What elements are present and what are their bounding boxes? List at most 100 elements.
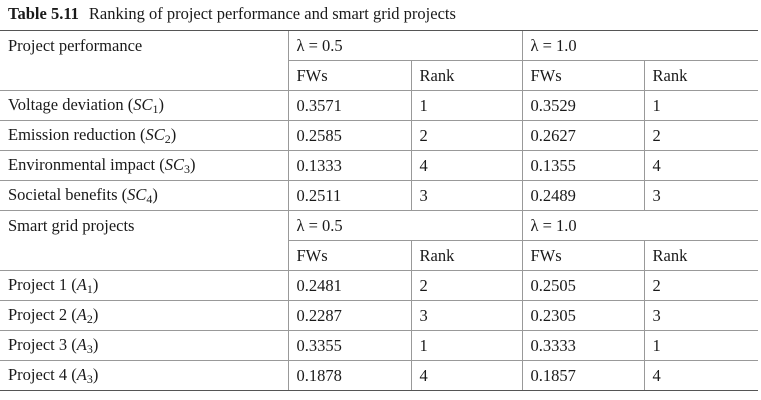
rank-value: 3 <box>643 300 758 331</box>
rank-value: 3 <box>410 180 522 211</box>
row-label-close: ) <box>170 124 177 144</box>
row-label-symbol: A <box>76 364 87 384</box>
rank-value: 4 <box>410 360 522 391</box>
rank-value: 2 <box>643 120 758 151</box>
row-label-symbol: SC <box>127 184 147 204</box>
table-row: Project 2 (A2) 0.2287 3 0.2305 3 <box>0 300 758 331</box>
section2-header: Smart grid projects <box>0 210 288 271</box>
row-label: Project 4 (A3) <box>0 360 288 391</box>
table-row: Emission reduction (SC2) 0.2585 2 0.2627 2 <box>0 120 758 151</box>
row-label-subscript: 2 <box>86 311 93 326</box>
section2-col-fws-1: FWs <box>287 240 411 271</box>
row-label: Project 3 (A3) <box>0 330 288 361</box>
rank-value: 3 <box>410 300 522 331</box>
fws-value: 0.2505 <box>521 270 644 301</box>
section1-header-row: Project performance λ = 0.5 λ = 1.0 <box>0 30 758 91</box>
fws-value: 0.1333 <box>287 150 411 181</box>
row-label-close: ) <box>92 304 99 324</box>
row-label-close: ) <box>92 274 99 294</box>
table-row: Environmental impact (SC3) 0.1333 4 0.1355 4 <box>0 150 758 181</box>
row-label-symbol: SC <box>164 154 184 174</box>
row-label-text: Project 3 ( <box>8 334 77 354</box>
row-label-symbol: SC <box>133 94 153 114</box>
fws-value: 0.2511 <box>287 180 411 211</box>
row-label-text: Emission reduction ( <box>8 124 146 144</box>
fws-value: 0.1878 <box>287 360 411 391</box>
fws-value: 0.2585 <box>287 120 411 151</box>
fws-value: 0.3529 <box>521 90 644 121</box>
rank-value: 2 <box>410 120 522 151</box>
fws-value: 0.2627 <box>521 120 644 151</box>
row-label-symbol: A <box>76 304 87 324</box>
table-caption: Table 5.11 Ranking of project performance… <box>8 4 456 24</box>
fws-value: 0.2287 <box>287 300 411 331</box>
rank-value: 2 <box>643 270 758 301</box>
row-label: Environmental impact (SC3) <box>0 150 288 181</box>
rank-value: 3 <box>643 180 758 211</box>
section1-lambda1: λ = 0.5 <box>287 30 522 61</box>
section2-lambda1: λ = 0.5 <box>287 210 522 241</box>
rank-value: 1 <box>410 90 522 121</box>
ranking-table: Project performance λ = 0.5 λ = 1.0 FWs … <box>0 30 758 391</box>
section1-subheader-row: FWs Rank FWs Rank <box>0 60 758 91</box>
row-label-text: Voltage deviation ( <box>8 94 134 114</box>
row-label-symbol: SC <box>145 124 165 144</box>
section2-header-row: Smart grid projects λ = 0.5 λ = 1.0 <box>0 210 758 271</box>
rank-value: 1 <box>643 330 758 361</box>
table-row: Societal benefits (SC4) 0.2511 3 0.2489 3 <box>0 180 758 211</box>
row-label-subscript: 4 <box>146 191 153 206</box>
row-label-subscript: 3 <box>183 161 190 176</box>
section1-header: Project performance <box>0 30 288 91</box>
section2-col-rank-2: Rank <box>643 240 758 271</box>
section2-col-rank-1: Rank <box>410 240 522 271</box>
section2-lambda2: λ = 1.0 <box>521 210 758 241</box>
rank-value: 4 <box>643 360 758 391</box>
caption-text: Ranking of project performance and smart… <box>88 4 456 23</box>
fws-value: 0.2305 <box>521 300 644 331</box>
row-label: Project 1 (A1) <box>0 270 288 301</box>
row-label-symbol: A <box>76 274 87 294</box>
fws-value: 0.1355 <box>521 150 644 181</box>
section1-lambda2: λ = 1.0 <box>521 30 758 61</box>
rank-value: 1 <box>643 90 758 121</box>
caption-label: Table 5.11 <box>8 4 79 23</box>
table-row: Voltage deviation (SC1) 0.3571 1 0.3529 1 <box>0 90 758 121</box>
fws-value: 0.2481 <box>287 270 411 301</box>
row-label-close: ) <box>92 334 99 354</box>
row-label-subscript: 1 <box>86 281 93 296</box>
fws-value: 0.1857 <box>521 360 644 391</box>
row-label: Voltage deviation (SC1) <box>0 90 288 121</box>
rank-value: 1 <box>410 330 522 361</box>
fws-value: 0.3571 <box>287 90 411 121</box>
row-label: Project 2 (A2) <box>0 300 288 331</box>
row-label-subscript: 3 <box>86 341 93 356</box>
row-label-subscript: 3 <box>86 371 93 386</box>
row-label: Emission reduction (SC2) <box>0 120 288 151</box>
fws-value: 0.3333 <box>521 330 644 361</box>
row-label-symbol: A <box>76 334 87 354</box>
section1-col-rank-1: Rank <box>410 60 522 91</box>
fws-value: 0.3355 <box>287 330 411 361</box>
section1-col-fws-2: FWs <box>521 60 644 91</box>
row-label-text: Project 1 ( <box>8 274 77 294</box>
row-label-close: ) <box>152 184 158 204</box>
rank-value: 4 <box>643 150 758 181</box>
row-label-subscript: 2 <box>164 131 171 146</box>
fws-value: 0.2489 <box>521 180 644 211</box>
row-label-text: Project 2 ( <box>8 304 77 324</box>
table-row: Project 4 (A3) 0.1878 4 0.1857 4 <box>0 360 758 391</box>
row-label-text: Societal benefits ( <box>8 184 128 204</box>
section1-col-fws-1: FWs <box>287 60 411 91</box>
row-label-close: ) <box>158 94 165 114</box>
section2-subheader-row: FWs Rank FWs Rank <box>0 240 758 271</box>
table-row: Project 3 (A3) 0.3355 1 0.3333 1 <box>0 330 758 361</box>
table-row: Project 1 (A1) 0.2481 2 0.2505 2 <box>0 270 758 301</box>
row-label-text: Project 4 ( <box>8 364 77 384</box>
section1-col-rank-2: Rank <box>643 60 758 91</box>
rank-value: 4 <box>410 150 522 181</box>
row-label: Societal benefits (SC4) <box>0 180 288 211</box>
row-label-close: ) <box>92 364 99 384</box>
section2-col-fws-2: FWs <box>521 240 644 271</box>
row-label-close: ) <box>189 154 196 174</box>
row-label-subscript: 1 <box>152 101 159 116</box>
